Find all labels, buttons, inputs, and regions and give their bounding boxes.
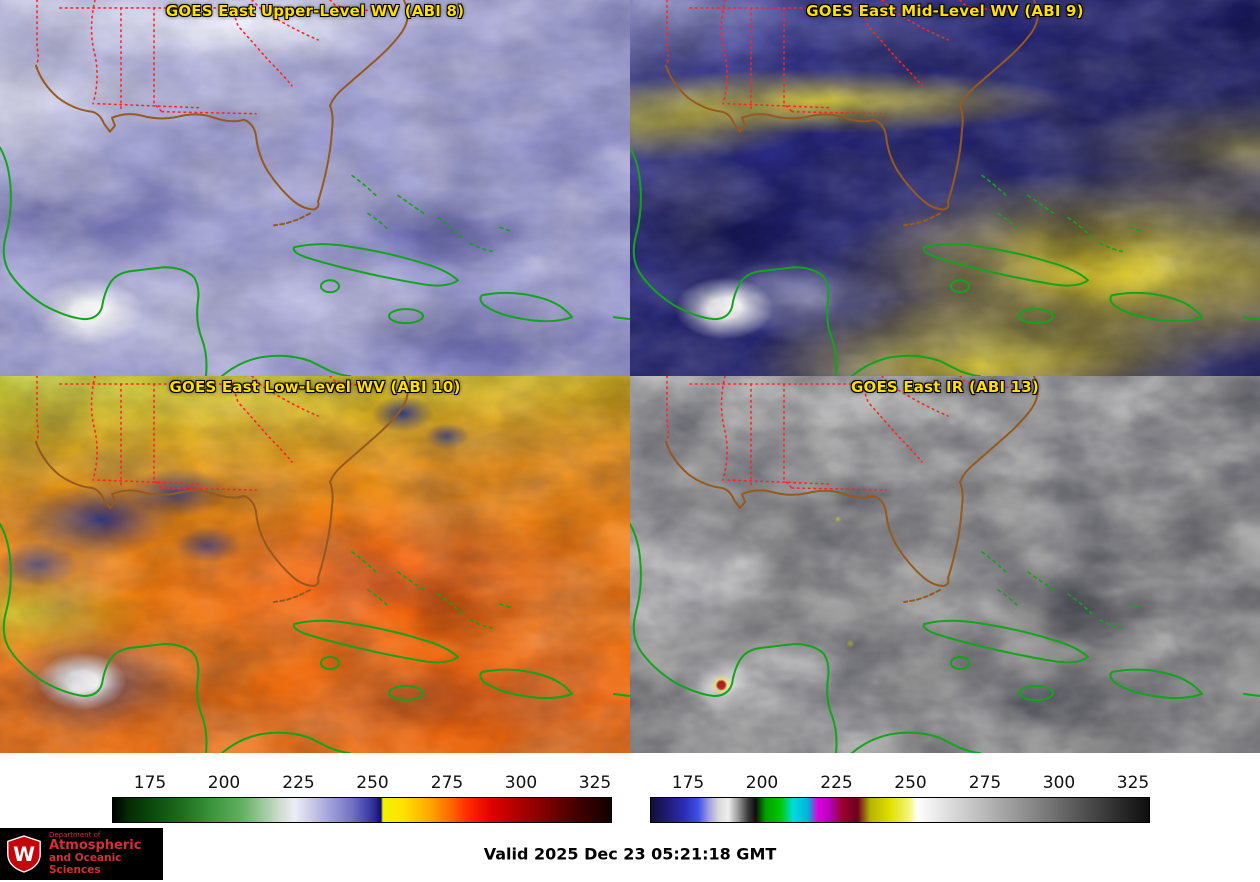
panel-upper-level-wv: GOES East Upper-Level WV (ABI 8) <box>0 0 630 376</box>
tick-label: 250 <box>356 773 389 793</box>
tick-label: 325 <box>578 773 612 793</box>
valid-time-text: Valid 2025 Dec 23 05:21:18 GMT <box>483 844 777 864</box>
ir-colorbar-gradient <box>650 797 1150 823</box>
map-overlay <box>630 376 1260 753</box>
map-overlay <box>0 376 630 753</box>
ir-colorbar: 175 200 225 250 275 300 325 <box>630 773 1260 823</box>
uw-aos-logo: W Department of Atmospheric and Oceanic … <box>0 828 163 880</box>
footer: W Department of Atmospheric and Oceanic … <box>0 823 1260 880</box>
tick-label: 300 <box>1042 773 1076 793</box>
tick-label: 250 <box>894 773 927 793</box>
tick-label: 225 <box>820 773 853 793</box>
panel-low-level-wv: GOES East Low-Level WV (ABI 10) <box>0 376 630 753</box>
wv-colorbar-labels: 175 200 225 250 275 300 325 <box>112 773 612 797</box>
dept-line1: Department of <box>49 830 101 839</box>
panel-mid-level-wv: GOES East Mid-Level WV (ABI 9) <box>630 0 1260 376</box>
tick-label: 200 <box>745 773 779 793</box>
panel-title-low-wv: GOES East Low-Level WV (ABI 10) <box>169 378 461 396</box>
panel-title-upper-wv: GOES East Upper-Level WV (ABI 8) <box>165 2 465 20</box>
cloud-texture <box>0 376 630 753</box>
map-overlay <box>0 0 630 376</box>
cloud-texture <box>630 0 1260 376</box>
tick-label: 325 <box>1116 773 1150 793</box>
uw-crest-icon: W <box>7 835 41 873</box>
cloud-texture <box>0 0 630 376</box>
ir-colorbar-labels: 175 200 225 250 275 300 325 <box>650 773 1150 797</box>
crest-letter: W <box>13 843 35 866</box>
panel-title-ir: GOES East IR (ABI 13) <box>850 378 1039 396</box>
tick-label: 175 <box>671 773 705 793</box>
colorbar-legend: 175 200 225 250 275 300 325 175 200 225 … <box>0 753 1260 823</box>
tick-label: 225 <box>282 773 315 793</box>
dept-line2: Atmospheric <box>49 838 142 854</box>
map-overlay <box>630 0 1260 376</box>
wv-colorbar: 175 200 225 250 275 300 325 <box>0 773 630 823</box>
dept-line3: and Oceanic Sciences <box>49 852 122 876</box>
tick-label: 275 <box>968 773 1002 793</box>
panel-title-mid-wv: GOES East Mid-Level WV (ABI 9) <box>806 2 1084 20</box>
tick-label: 200 <box>207 773 241 793</box>
panel-ir: GOES East IR (ABI 13) <box>630 376 1260 753</box>
quad-panel-grid: GOES East Upper-Level WV (ABI 8) GOES Ea… <box>0 0 1260 753</box>
wv-colorbar-gradient <box>112 797 612 823</box>
tick-label: 175 <box>133 773 167 793</box>
tick-label: 275 <box>430 773 464 793</box>
tick-label: 300 <box>504 773 538 793</box>
department-name: Department of Atmospheric and Oceanic Sc… <box>49 830 157 876</box>
cloud-texture <box>630 376 1260 753</box>
